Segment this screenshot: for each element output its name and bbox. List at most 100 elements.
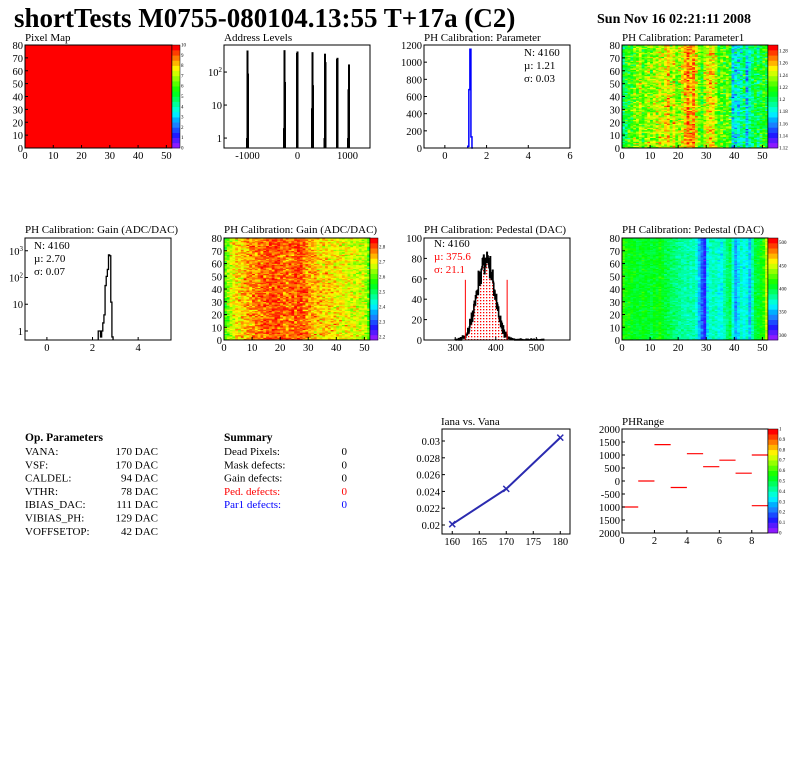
heatmap-cell (759, 132, 763, 135)
heatmap-cell (636, 88, 640, 91)
heatmap-cell (697, 111, 701, 114)
heatmap-cell (226, 306, 230, 309)
heatmap-cell (666, 128, 671, 131)
heatmap-cell (624, 118, 628, 120)
heatmap-cell (739, 45, 744, 47)
heatmap-cell (624, 140, 628, 142)
heatmap-cell (633, 68, 637, 70)
heatmap-cell (636, 92, 640, 95)
heatmap-cell (650, 64, 654, 66)
heatmap-cell (644, 138, 648, 141)
heatmap-cell (692, 88, 696, 91)
heatmap-cell (697, 75, 701, 78)
heatmap-cell (661, 52, 665, 55)
heatmap-cell (745, 132, 749, 135)
heatmap-cell (709, 110, 713, 113)
heatmap-cell (652, 90, 656, 92)
heatmap-cell (748, 131, 752, 133)
heatmap-cell (734, 144, 738, 146)
heatmap-cell (226, 253, 230, 255)
heatmap-cell (672, 140, 676, 142)
op-parameters-heading: Op. Parameters (25, 432, 103, 444)
heatmap-cell (652, 88, 656, 91)
heatmap-cell (697, 68, 701, 70)
heatmap-cell (630, 64, 634, 66)
heatmap-cell (627, 105, 631, 108)
heatmap-cell (636, 46, 640, 48)
heatmap-cell (669, 54, 673, 56)
heatmap-cell (638, 124, 642, 127)
heatmap-cell (697, 105, 701, 108)
stat-entries: N: 4160 (34, 240, 70, 252)
heatmap-cell (692, 124, 696, 127)
y-tick-label: 0 (18, 144, 23, 155)
color-scale-step (172, 106, 180, 113)
heatmap-cell (636, 118, 640, 120)
heatmap-cell (226, 331, 230, 333)
heatmap-cell (630, 122, 634, 124)
heatmap-cell (633, 96, 637, 99)
heatmap-cell (731, 96, 735, 99)
heatmap-cell (711, 60, 715, 63)
heatmap-cell (742, 115, 746, 118)
heatmap-cell (661, 142, 665, 145)
heatmap-cell (717, 84, 721, 87)
heatmap-cell (633, 131, 637, 133)
heatmap-cell (756, 109, 760, 111)
heatmap-cell (627, 69, 631, 72)
heatmap-cell (725, 113, 729, 115)
heatmap-cell (725, 92, 729, 95)
heatmap-cell (720, 60, 724, 63)
heatmap-cell (647, 66, 651, 69)
heatmap-cell (695, 72, 699, 74)
heatmap-cell (731, 136, 735, 138)
heatmap-cell (753, 66, 758, 69)
heatmap-cell (745, 75, 749, 78)
heatmap-cell (633, 66, 637, 69)
heatmap-cell (723, 81, 727, 83)
heatmap-cell (680, 83, 685, 86)
heatmap-cell (709, 105, 713, 108)
heatmap-cell (686, 99, 690, 101)
heatmap-cell (224, 245, 228, 248)
heatmap-cell (652, 133, 656, 136)
heatmap-cell (630, 106, 634, 109)
heatmap-cell (238, 308, 242, 310)
heatmap-cell (706, 124, 710, 127)
heatmap-cell (762, 86, 766, 88)
heatmap-cell (666, 113, 671, 115)
heatmap-cell (751, 141, 755, 144)
heatmap-cell (751, 132, 755, 135)
heatmap-cell (734, 120, 738, 123)
heatmap-cell (650, 79, 654, 82)
heatmap-cell (706, 114, 710, 117)
heatmap-cell (737, 87, 741, 90)
heatmap-cell (720, 101, 724, 104)
heatmap-cell (661, 120, 665, 123)
heatmap-cell (686, 60, 690, 63)
heatmap-cell (669, 50, 673, 52)
heatmap-cell (229, 283, 233, 286)
heatmap-cell (658, 54, 662, 56)
heatmap-cell (224, 328, 228, 331)
heatmap-cell (756, 46, 760, 48)
heatmap-cell (664, 122, 668, 124)
heatmap-cell (672, 127, 676, 129)
heatmap-cell (723, 106, 727, 109)
heatmap-cell (243, 318, 247, 320)
heatmap-cell (714, 90, 718, 92)
heatmap-cell (706, 108, 710, 110)
heatmap-cell (689, 81, 693, 83)
heatmap-cell (652, 51, 656, 54)
heatmap-cell (739, 99, 744, 101)
heatmap-cell (759, 50, 763, 52)
y-tick-label: 50 (610, 80, 621, 91)
heatmap-cell (683, 122, 687, 124)
heatmap-cell (745, 73, 749, 75)
heatmap-cell (714, 110, 718, 113)
heatmap-cell (692, 69, 696, 72)
heatmap-cell (633, 129, 637, 132)
heatmap-cell (224, 336, 228, 338)
heatmap-cell (709, 140, 713, 142)
heatmap-cell (624, 142, 628, 145)
